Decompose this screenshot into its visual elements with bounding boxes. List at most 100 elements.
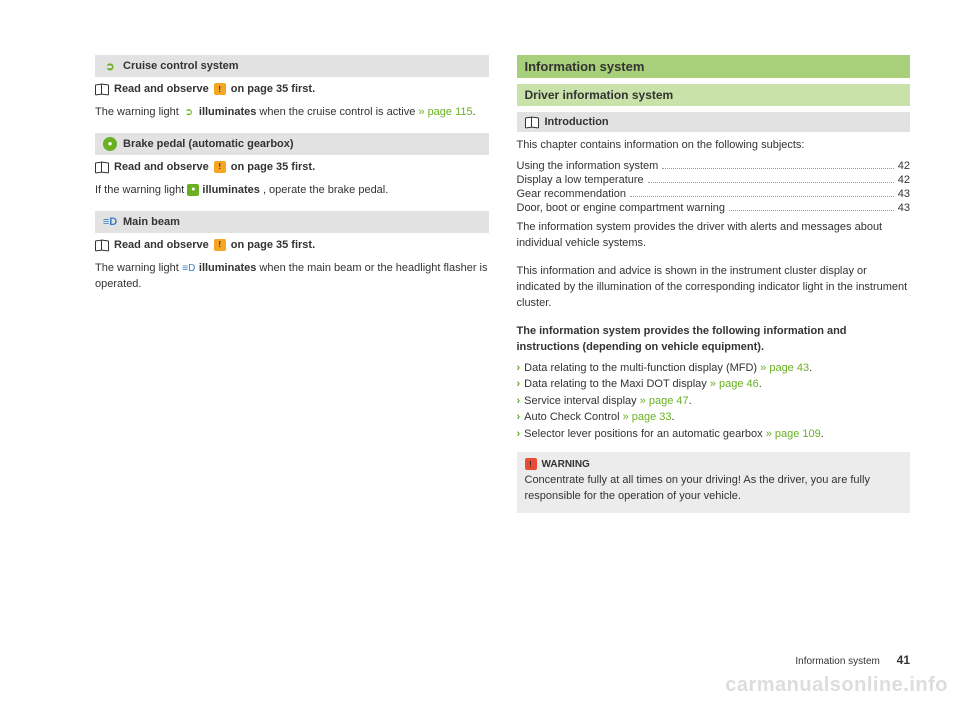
book-icon <box>95 84 109 94</box>
toc-row[interactable]: Display a low temperature 42 <box>517 174 911 186</box>
toc-label: Display a low temperature <box>517 174 644 186</box>
read-observe-1: Read and observe ! on page 35 first. <box>95 83 489 95</box>
t: when the cruise control is active <box>259 106 418 118</box>
bullet-list: › Data relating to the multi-function di… <box>517 360 911 443</box>
chevron-icon: › <box>517 376 521 393</box>
t: . <box>672 411 675 423</box>
t: Service interval display <box>524 395 640 407</box>
cruise-inline-icon: ➲ <box>182 106 196 120</box>
left-column: ➲ Cruise control system Read and observe… <box>95 55 489 513</box>
right-column: Information system Driver information sy… <box>517 55 911 513</box>
page-link[interactable]: » page 109 <box>766 428 821 440</box>
t: The warning light <box>95 262 182 274</box>
list-text: Data relating to the multi-function disp… <box>524 360 812 377</box>
brake-icon: ● <box>103 137 117 151</box>
toc-dots <box>630 196 894 197</box>
caution-icon: ! <box>214 83 226 95</box>
chevron-icon: › <box>517 360 521 377</box>
readobs-post: on page 35 first. <box>231 161 315 173</box>
t: . <box>809 362 812 374</box>
list-item: › Auto Check Control » page 33. <box>517 409 911 426</box>
read-observe-3: Read and observe ! on page 35 first. <box>95 239 489 251</box>
chevron-icon: › <box>517 393 521 410</box>
page-link[interactable]: » page 46 <box>710 378 759 390</box>
book-icon <box>95 162 109 172</box>
readobs-pre: Read and observe <box>114 83 209 95</box>
toc-label: Gear recommendation <box>517 188 626 200</box>
t: The warning light <box>95 106 182 118</box>
toc-row[interactable]: Gear recommendation 43 <box>517 188 911 200</box>
t: Auto Check Control <box>524 411 622 423</box>
intro-text: This chapter contains information on the… <box>517 138 911 154</box>
list-item: › Service interval display » page 47. <box>517 393 911 410</box>
book-icon <box>95 240 109 250</box>
readobs-post: on page 35 first. <box>231 83 315 95</box>
list-text: Data relating to the Maxi DOT display » … <box>524 376 762 393</box>
mainbeam-body: The warning light ≡D illuminates when th… <box>95 261 489 293</box>
footer-page: 41 <box>897 653 910 667</box>
page-link[interactable]: » page 47 <box>640 395 689 407</box>
toc-label: Using the information system <box>517 160 659 172</box>
page-link[interactable]: » page 33 <box>623 411 672 423</box>
toc-dots <box>729 210 894 211</box>
page-link[interactable]: » page 115 <box>418 106 472 118</box>
heading-brake-pedal: ● Brake pedal (automatic gearbox) <box>95 133 489 155</box>
heading-driver-info: Driver information system <box>517 84 911 106</box>
warning-box: ! WARNING Concentrate fully at all times… <box>517 452 911 513</box>
toc-row[interactable]: Using the information system 42 <box>517 160 911 172</box>
t: . <box>473 106 476 118</box>
cruise-body: The warning light ➲ illuminates when the… <box>95 105 489 121</box>
list-text: Selector lever positions for an automati… <box>524 426 824 443</box>
t: , operate the brake pedal. <box>263 184 388 196</box>
page-content: ➲ Cruise control system Read and observe… <box>0 0 960 533</box>
heading-cruise-control: ➲ Cruise control system <box>95 55 489 77</box>
page-link[interactable]: » page 43 <box>760 362 809 374</box>
watermark: carmanualsonline.info <box>725 674 948 697</box>
toc-dots <box>648 182 894 183</box>
main-beam-icon: ≡D <box>103 215 117 229</box>
heading-text: Driver information system <box>525 88 674 102</box>
t: Data relating to the multi-function disp… <box>524 362 760 374</box>
toc-row[interactable]: Door, boot or engine compartment warning… <box>517 202 911 214</box>
heading-text: Cruise control system <box>123 60 239 72</box>
para-1: The information system provides the driv… <box>517 220 911 252</box>
toc-page: 42 <box>898 160 910 172</box>
caution-icon: ! <box>214 239 226 251</box>
t: . <box>759 378 762 390</box>
readobs-post: on page 35 first. <box>231 239 315 251</box>
warning-label: WARNING <box>542 459 590 470</box>
readobs-pre: Read and observe <box>114 161 209 173</box>
chevron-icon: › <box>517 409 521 426</box>
toc: Using the information system 42 Display … <box>517 160 911 214</box>
t: . <box>689 395 692 407</box>
toc-dots <box>662 168 893 169</box>
t: illuminates <box>202 184 259 196</box>
heading-introduction: Introduction <box>517 112 911 132</box>
brake-inline-icon: ● <box>187 184 199 196</box>
page-footer: Information system 41 <box>795 653 910 667</box>
book-icon <box>525 117 539 127</box>
mainbeam-inline-icon: ≡D <box>182 262 196 276</box>
heading-text: Information system <box>525 59 645 74</box>
read-observe-2: Read and observe ! on page 35 first. <box>95 161 489 173</box>
list-text: Service interval display » page 47. <box>524 393 692 410</box>
t: Selector lever positions for an automati… <box>524 428 766 440</box>
warning-header: ! WARNING <box>525 458 903 470</box>
chevron-icon: › <box>517 426 521 443</box>
heading-info-system: Information system <box>517 55 911 78</box>
toc-page: 43 <box>898 202 910 214</box>
toc-label: Door, boot or engine compartment warning <box>517 202 726 214</box>
t: illuminates <box>199 106 256 118</box>
t: illuminates <box>199 262 256 274</box>
list-item: › Data relating to the multi-function di… <box>517 360 911 377</box>
warning-body: Concentrate fully at all times on your d… <box>525 473 903 505</box>
t: . <box>821 428 824 440</box>
para-3: The information system provides the foll… <box>517 324 911 356</box>
heading-main-beam: ≡D Main beam <box>95 211 489 233</box>
t: Data relating to the Maxi DOT display <box>524 378 710 390</box>
t: If the warning light <box>95 184 187 196</box>
heading-text: Brake pedal (automatic gearbox) <box>123 138 294 150</box>
readobs-pre: Read and observe <box>114 239 209 251</box>
brake-body: If the warning light ● illuminates , ope… <box>95 183 489 199</box>
footer-section: Information system <box>795 656 879 667</box>
